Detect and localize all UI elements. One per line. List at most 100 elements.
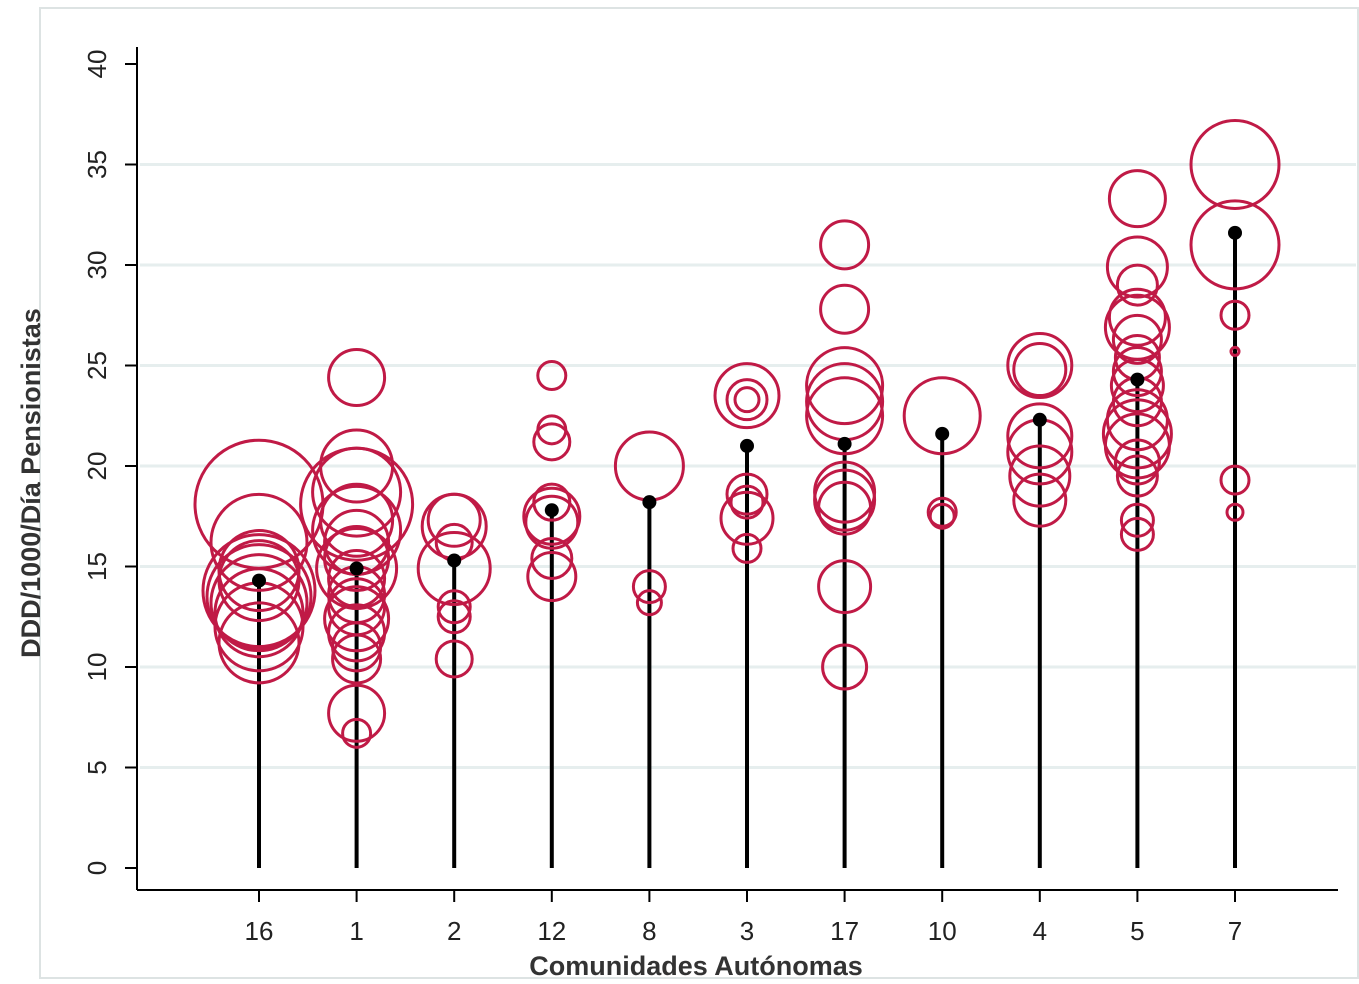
bubble-point — [725, 378, 769, 422]
median-markers — [252, 225, 1242, 588]
bubble-point — [436, 599, 472, 635]
bubble-point — [522, 486, 582, 546]
bubble-point — [1111, 346, 1163, 398]
bubble-point — [902, 376, 982, 456]
bubble-point — [315, 527, 399, 611]
bubble-point — [434, 639, 474, 679]
bubble-point — [217, 539, 301, 623]
bubble-point — [817, 559, 873, 615]
bubble-point — [1105, 235, 1169, 299]
bubble-point — [926, 496, 958, 528]
median-dot — [1130, 372, 1145, 387]
bubble-point — [341, 717, 373, 749]
bubble-point — [213, 567, 305, 659]
bubble-point — [327, 683, 387, 743]
bubble-point — [729, 484, 765, 520]
bubble-point — [719, 490, 775, 546]
bubble-point — [323, 524, 391, 592]
chart-background — [39, 7, 1359, 979]
bubble-point — [299, 446, 415, 562]
y-tick-label: 40 — [82, 50, 112, 79]
median-dot — [935, 426, 950, 441]
bubble-point — [526, 551, 578, 603]
bubble-point — [713, 362, 781, 430]
bubble-point — [1109, 358, 1165, 414]
y-tick-label: 15 — [82, 552, 112, 581]
y-tick-label: 20 — [82, 452, 112, 481]
x-tick-label: 16 — [245, 916, 274, 946]
bubble-point — [1012, 472, 1068, 528]
bubble-point — [928, 502, 956, 530]
bubble-point — [1008, 444, 1072, 508]
bubble-point — [205, 543, 313, 651]
median-dot — [447, 553, 462, 568]
bubble-point — [416, 531, 492, 607]
bubble-point — [1119, 516, 1155, 552]
bubble-point — [217, 601, 301, 685]
x-tick-label: 7 — [1228, 916, 1242, 946]
bubble-point — [821, 643, 869, 691]
x-axis-title: Comunidades Autónomas — [529, 951, 863, 979]
bubble-point — [327, 603, 387, 663]
y-tick-label: 25 — [82, 351, 112, 380]
bubble-point — [1219, 464, 1251, 496]
y-tick-label: 10 — [82, 653, 112, 682]
bubble-point — [1189, 199, 1281, 291]
bubble-point — [819, 283, 871, 335]
median-dot — [544, 503, 559, 518]
x-tick-label: 10 — [928, 916, 957, 946]
median-dot — [740, 438, 754, 453]
bubble-point — [1111, 313, 1163, 365]
bubble-point — [635, 589, 663, 617]
bubble-point — [319, 482, 395, 558]
y-tick-label: 35 — [82, 150, 112, 179]
bubble-point — [209, 492, 309, 592]
bubble-point — [1113, 438, 1161, 486]
bubble-point — [1103, 412, 1171, 480]
bubble-point — [813, 468, 877, 532]
bubble-point — [1189, 119, 1281, 210]
x-tick-label: 12 — [537, 916, 566, 946]
x-tick-label: 8 — [642, 916, 656, 946]
x-tick-label: 5 — [1130, 916, 1144, 946]
bubble-point — [536, 360, 568, 392]
y-axis-title: DDD/1000/Día Pensionistas — [16, 308, 46, 658]
y-ticks: 0 5 10 15 20 25 30 35 40 — [82, 50, 137, 875]
bubble-point — [817, 480, 873, 536]
median-dot — [642, 495, 657, 510]
bubble-point — [1229, 345, 1241, 357]
bubble-point — [1107, 169, 1167, 229]
bubble-point — [1006, 402, 1074, 470]
bubble-point — [631, 569, 667, 605]
bubble-point — [532, 422, 572, 462]
bubble-point — [731, 532, 763, 564]
median-dot — [1228, 225, 1242, 240]
bubble-point — [1107, 287, 1167, 347]
x-tick-label: 17 — [830, 916, 859, 946]
bubble-point — [530, 536, 574, 580]
bubble-point — [331, 633, 383, 685]
bubble-point — [1115, 263, 1159, 307]
y-tick-label: 5 — [82, 760, 112, 774]
bubble-point — [209, 553, 309, 653]
bubble-point — [331, 621, 383, 673]
median-dot — [837, 436, 852, 451]
x-tick-label: 2 — [447, 916, 461, 946]
bubble-point — [819, 219, 871, 271]
bubble-point — [733, 386, 761, 414]
bubble-point — [1101, 398, 1173, 470]
bubble-point — [1012, 342, 1068, 398]
y-tick-label: 0 — [82, 861, 112, 875]
x-tick-label: 4 — [1033, 916, 1047, 946]
bubble-point — [323, 585, 391, 653]
bubble-point — [1119, 502, 1155, 538]
median-dot — [349, 561, 364, 576]
bubble-point — [1225, 502, 1245, 522]
bubble-point — [327, 549, 387, 609]
bubble-point — [201, 533, 317, 649]
median-dot — [252, 573, 266, 588]
bubble-point — [1219, 299, 1251, 331]
bubble-point — [805, 376, 885, 456]
